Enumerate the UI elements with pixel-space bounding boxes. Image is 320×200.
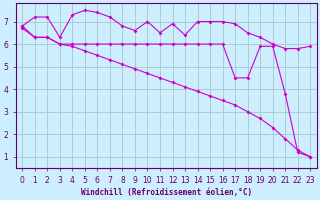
X-axis label: Windchill (Refroidissement éolien,°C): Windchill (Refroidissement éolien,°C) [81,188,252,197]
